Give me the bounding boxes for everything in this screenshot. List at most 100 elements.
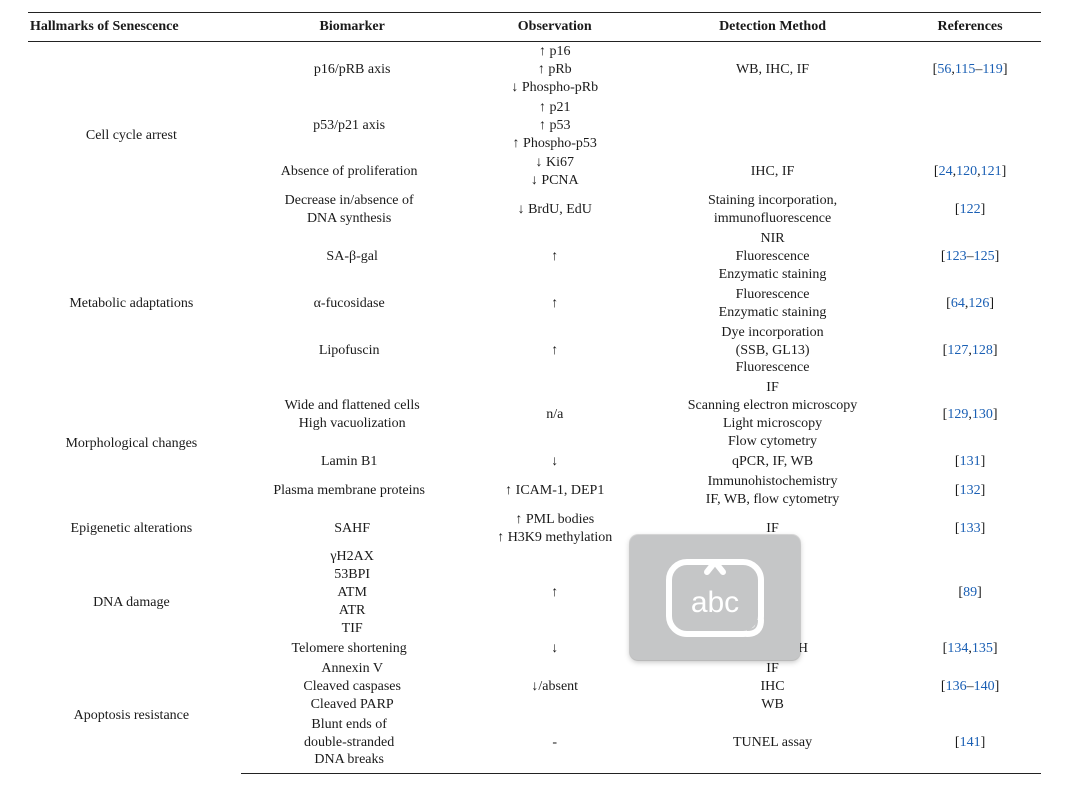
ref-link[interactable]: 115 — [955, 62, 975, 77]
ref-link[interactable]: 126 — [968, 296, 989, 311]
table-body: Cell cycle arrestp16/pRB axis↑ p16↑ pRb↓… — [28, 42, 1041, 774]
ref-link[interactable]: 24 — [939, 164, 953, 179]
references-cell: [123–125] — [899, 229, 1041, 285]
detection-cell: IFScanning electron microscopyLight micr… — [646, 378, 899, 452]
detection-cell: WB, IHC, IF — [646, 42, 899, 98]
biomarker-cell: Wide and flattened cellsHigh vacuolizati… — [241, 378, 464, 452]
observation-cell: ↑ ICAM-1, DEP1 — [464, 472, 646, 510]
detection-cell: Staining incorporation,immunofluorescenc… — [646, 191, 899, 229]
references-cell: [127,128] — [899, 323, 1041, 379]
references-cell: [24,120,121] — [899, 153, 1041, 191]
floating-abc-icon: abc — [630, 535, 800, 660]
biomarker-cell: Telomere shortening — [241, 639, 464, 659]
ref-link[interactable]: 127 — [947, 343, 968, 358]
references-cell: [89] — [899, 547, 1041, 639]
biomarker-cell: p16/pRB axis — [241, 42, 464, 98]
detection-cell: TUNEL assay — [646, 715, 899, 774]
references-cell: [129,130] — [899, 378, 1041, 452]
biomarker-cell: p53/p21 axis — [241, 98, 464, 154]
ref-link[interactable]: 125 — [974, 249, 995, 264]
ref-link[interactable]: 131 — [960, 454, 981, 469]
observation-cell: n/a — [464, 378, 646, 452]
hallmark-cell: Morphological changes — [28, 378, 241, 509]
table-row: DNA damageγH2AX53BPIATMATRTIF↑IF[89] — [28, 547, 1041, 639]
ref-link[interactable]: 56 — [937, 62, 951, 77]
table-row: Metabolic adaptationsSA-β-gal↑NIRFluores… — [28, 229, 1041, 285]
references-cell: [122] — [899, 191, 1041, 229]
biomarker-cell: SA-β-gal — [241, 229, 464, 285]
ref-link[interactable]: 64 — [951, 296, 965, 311]
ref-link[interactable]: 141 — [960, 735, 981, 750]
col-detection: Detection Method — [646, 13, 899, 42]
table-header-row: Hallmarks of Senescence Biomarker Observ… — [28, 13, 1041, 42]
table-row: Cell cycle arrestp16/pRB axis↑ p16↑ pRb↓… — [28, 42, 1041, 98]
references-cell: [133] — [899, 510, 1041, 548]
detection-cell: IHC, IF — [646, 153, 899, 191]
biomarker-cell: Blunt ends ofdouble-strandedDNA breaks — [241, 715, 464, 774]
references-cell: [134,135] — [899, 639, 1041, 659]
biomarker-cell: Absence of proliferation — [241, 153, 464, 191]
biomarker-cell: Plasma membrane proteins — [241, 472, 464, 510]
ref-link[interactable]: 119 — [982, 62, 1002, 77]
ref-link[interactable]: 121 — [981, 164, 1002, 179]
detection-cell: ImmunohistochemistryIF, WB, flow cytomet… — [646, 472, 899, 510]
ref-link[interactable]: 134 — [947, 641, 968, 656]
ref-link[interactable]: 140 — [974, 679, 995, 694]
observation-cell: ↑ — [464, 323, 646, 379]
table-row: Epigenetic alterationsSAHF↑ PML bodies↑ … — [28, 510, 1041, 548]
observation-cell: ↑ p16↑ pRb↓ Phospho-pRb — [464, 42, 646, 98]
references-cell: [56,115–119] — [899, 42, 1041, 98]
detection-cell: Dye incorporation(SSB, GL13)Fluorescence — [646, 323, 899, 379]
biomarker-cell: α-fucosidase — [241, 285, 464, 323]
references-cell: [64,126] — [899, 285, 1041, 323]
observation-cell: ↓ — [464, 639, 646, 659]
references-cell: [141] — [899, 715, 1041, 774]
observation-cell: ↑ PML bodies↑ H3K9 methylation — [464, 510, 646, 548]
observation-cell: ↑ — [464, 285, 646, 323]
biomarker-cell: SAHF — [241, 510, 464, 548]
ref-link[interactable]: 123 — [946, 249, 967, 264]
ref-link[interactable]: 133 — [960, 521, 981, 536]
col-observation: Observation — [464, 13, 646, 42]
references-cell: [132] — [899, 472, 1041, 510]
table-row: Morphological changesWide and flattened … — [28, 378, 1041, 452]
detection-cell: qPCR, IF, WB — [646, 452, 899, 472]
observation-cell: ↓ BrdU, EdU — [464, 191, 646, 229]
biomarker-cell: γH2AX53BPIATMATRTIF — [241, 547, 464, 639]
hallmark-cell: Cell cycle arrest — [28, 42, 241, 230]
biomarker-cell: Annexin VCleaved caspasesCleaved PARP — [241, 659, 464, 715]
hallmark-cell: DNA damage — [28, 547, 241, 658]
ref-link[interactable]: 89 — [963, 585, 977, 600]
hallmark-cell: Apoptosis resistance — [28, 659, 241, 774]
abc-icon-svg: abc — [655, 550, 775, 646]
detection-cell: NIRFluorescenceEnzymatic staining — [646, 229, 899, 285]
observation-cell: - — [464, 715, 646, 774]
biomarker-cell: Lamin B1 — [241, 452, 464, 472]
references-cell: [136–140] — [899, 659, 1041, 715]
ref-link[interactable]: 132 — [960, 483, 981, 498]
hallmark-cell: Epigenetic alterations — [28, 510, 241, 548]
ref-link[interactable]: 136 — [946, 679, 967, 694]
table-row: Apoptosis resistanceAnnexin VCleaved cas… — [28, 659, 1041, 715]
biomarker-cell: Lipofuscin — [241, 323, 464, 379]
detection-cell: IFIHCWB — [646, 659, 899, 715]
biomarker-cell: Decrease in/absence ofDNA synthesis — [241, 191, 464, 229]
observation-cell: ↓/absent — [464, 659, 646, 715]
ref-link[interactable]: 120 — [956, 164, 977, 179]
ref-link[interactable]: 122 — [960, 202, 981, 217]
hallmark-cell: Metabolic adaptations — [28, 229, 241, 378]
abc-icon-label: abc — [691, 586, 739, 619]
ref-link[interactable]: 128 — [972, 343, 993, 358]
observation-cell: ↑ — [464, 547, 646, 639]
observation-cell: ↓ Ki67↓ PCNA — [464, 153, 646, 191]
observation-cell: ↑ p21↑ p53↑ Phospho-p53 — [464, 98, 646, 154]
references-cell: [131] — [899, 452, 1041, 472]
col-references: References — [899, 13, 1041, 42]
observation-cell: ↑ — [464, 229, 646, 285]
ref-link[interactable]: 129 — [947, 407, 968, 422]
col-biomarker: Biomarker — [241, 13, 464, 42]
col-hallmarks: Hallmarks of Senescence — [28, 13, 241, 42]
observation-cell: ↓ — [464, 452, 646, 472]
ref-link[interactable]: 135 — [972, 641, 993, 656]
ref-link[interactable]: 130 — [972, 407, 993, 422]
